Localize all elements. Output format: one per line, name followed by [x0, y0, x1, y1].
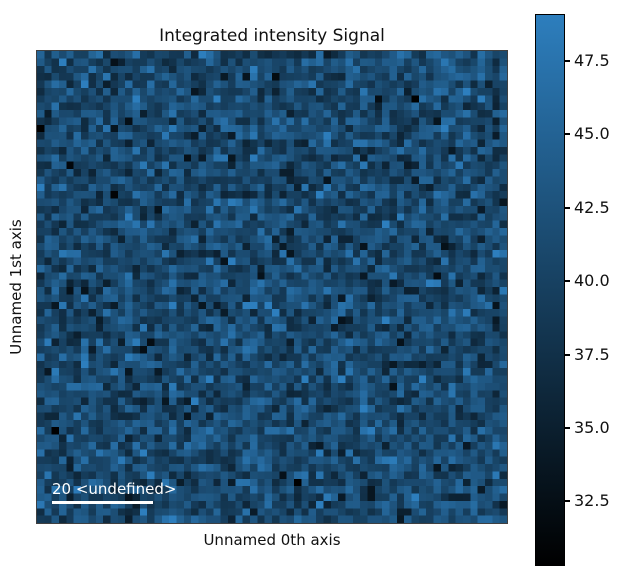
colorbar-tick-label: 45.0 [574, 124, 610, 144]
colorbar-tick-label: 32.5 [574, 491, 610, 511]
y-axis-label: Unnamed 1st axis [7, 219, 25, 355]
colorbar-ticks: 47.5 45.0 42.5 40.0 37.5 35.0 32.5 [565, 14, 635, 566]
scale-bar-line [52, 501, 153, 504]
colorbar-tick-mark [565, 280, 570, 283]
colorbar-tick-mark [565, 59, 570, 62]
colorbar-tick-mark [565, 133, 570, 136]
colorbar-tick-label: 40.0 [574, 271, 610, 291]
colorbar-tick-mark [565, 500, 570, 503]
colorbar-tick-mark [565, 353, 570, 356]
heatmap-image [37, 51, 507, 523]
colorbar-gradient [535, 14, 565, 566]
colorbar-tick-mark [565, 206, 570, 209]
colorbar-tick-label: 47.5 [574, 51, 610, 71]
colorbar-tick-label: 37.5 [574, 344, 610, 364]
heatmap-plot: 20 <undefined> [36, 50, 508, 524]
x-axis-label: Unnamed 0th axis [203, 531, 341, 549]
scale-bar-label: 20 <undefined> [52, 480, 177, 498]
colorbar-tick-label: 35.0 [574, 418, 610, 438]
colorbar-tick-mark [565, 427, 570, 429]
plot-title: Integrated intensity Signal [159, 26, 385, 46]
colorbar-tick-label: 42.5 [574, 197, 610, 217]
